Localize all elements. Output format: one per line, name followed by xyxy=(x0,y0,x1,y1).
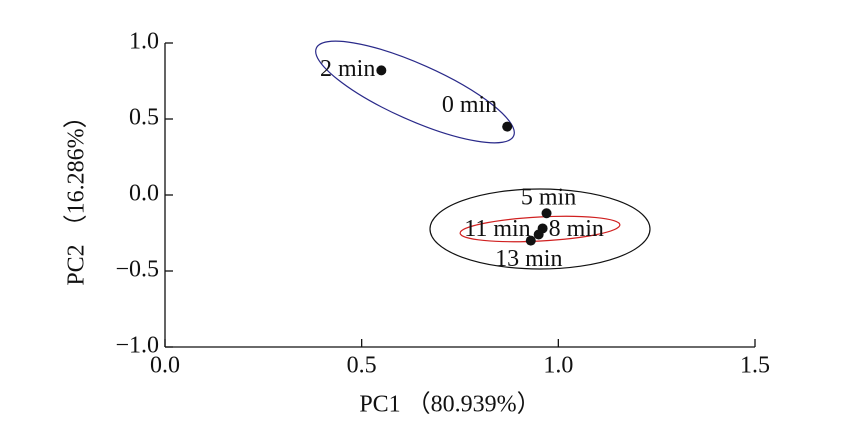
x-tick-label: 1.0 xyxy=(543,353,573,379)
point xyxy=(541,208,552,219)
point-label: 11 min xyxy=(464,216,530,242)
cluster-ellipse xyxy=(459,215,621,243)
cluster-ellipse xyxy=(315,40,515,144)
y-tick-label: −0.5 xyxy=(115,257,159,283)
point-label: 2 min xyxy=(320,56,375,82)
point-label: 5 min xyxy=(521,185,576,211)
point xyxy=(525,235,536,246)
y-tick-label: 0.0 xyxy=(129,181,159,207)
y-tick-label: −1.0 xyxy=(115,333,159,359)
point-label: 8 min xyxy=(549,216,604,242)
x-tick-label: 0.5 xyxy=(347,353,377,379)
x-tick-label: 0.0 xyxy=(150,353,180,379)
point-label: 0 min xyxy=(442,92,497,118)
point-label: 13 min xyxy=(495,246,562,272)
cluster-ellipse xyxy=(429,188,651,270)
point xyxy=(502,121,513,132)
y-axis-title: PC2 （16.286%） xyxy=(64,104,90,285)
point xyxy=(376,65,387,76)
y-tick-label: 1.0 xyxy=(129,29,159,55)
x-axis-title: PC1 （80.939%） xyxy=(359,392,540,418)
y-tick-label: 0.5 xyxy=(129,105,159,131)
x-tick-label: 1.5 xyxy=(740,353,770,379)
point xyxy=(533,229,544,240)
